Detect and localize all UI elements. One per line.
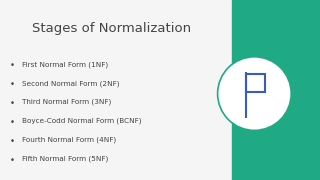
Text: •: •	[10, 118, 15, 127]
Text: Third Normal Form (3NF): Third Normal Form (3NF)	[22, 99, 111, 105]
Text: •: •	[10, 61, 15, 70]
Text: Fourth Normal Form (4NF): Fourth Normal Form (4NF)	[22, 137, 116, 143]
Text: Boyce-Codd Normal Form (BCNF): Boyce-Codd Normal Form (BCNF)	[22, 118, 141, 124]
Text: •: •	[10, 99, 15, 108]
Bar	[246, 74, 265, 92]
Text: Fifth Normal Form (5NF): Fifth Normal Form (5NF)	[22, 156, 108, 162]
Bar	[232, 0, 320, 180]
Text: Stages of Normalization: Stages of Normalization	[32, 22, 192, 35]
Text: First Normal Form (1NF): First Normal Form (1NF)	[22, 61, 108, 68]
Text: •: •	[10, 80, 15, 89]
Ellipse shape	[218, 57, 291, 130]
Text: •: •	[10, 156, 15, 165]
Text: Second Normal Form (2NF): Second Normal Form (2NF)	[22, 80, 119, 87]
Text: •: •	[10, 137, 15, 146]
